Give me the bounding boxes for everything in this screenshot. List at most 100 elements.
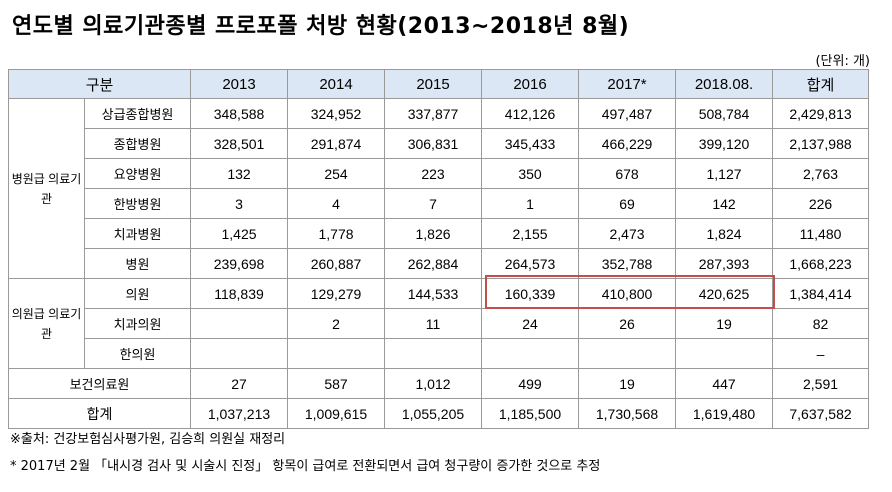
table-cell: 2,155 bbox=[481, 218, 580, 249]
table-cell: 69 bbox=[578, 188, 677, 219]
table-cell: 144,533 bbox=[384, 278, 483, 309]
table-cell: 420,625 bbox=[675, 278, 774, 309]
row-label: 치과병원 bbox=[83, 218, 192, 249]
table-cell: 337,877 bbox=[384, 98, 483, 129]
table-cell: 132 bbox=[190, 158, 289, 189]
table-cell: 118,839 bbox=[190, 278, 289, 309]
header-2013: 2013 bbox=[190, 69, 289, 99]
table-cell: 2,591 bbox=[772, 368, 870, 399]
table-cell: 1,037,213 bbox=[190, 398, 289, 429]
table-row: 한의원 – bbox=[9, 338, 870, 369]
table-cell bbox=[190, 308, 289, 339]
table-cell: 350 bbox=[481, 158, 580, 189]
table-cell: 345,433 bbox=[481, 128, 580, 159]
table-cell: 447 bbox=[675, 368, 774, 399]
table-cell: 508,784 bbox=[675, 98, 774, 129]
table-cell: 1,619,480 bbox=[675, 398, 774, 429]
row-label: 의원 bbox=[83, 278, 192, 309]
row-label: 병원 bbox=[83, 248, 192, 279]
table-cell: 3 bbox=[190, 188, 289, 219]
table-cell bbox=[190, 338, 289, 369]
table-row: 병원급 의료기관 상급종합병원 348,588 324,952 337,877 412,1… bbox=[8, 98, 870, 279]
table-cell: – bbox=[772, 338, 870, 369]
table-cell: 160,339 bbox=[481, 278, 580, 309]
table-cell: 291,874 bbox=[287, 128, 386, 159]
unit-label: (단위: 개) bbox=[815, 54, 870, 69]
row-label: 상급종합병원 bbox=[83, 98, 192, 129]
table-cell: 2 bbox=[287, 308, 386, 339]
table-cell: 466,229 bbox=[578, 128, 677, 159]
table-cell bbox=[578, 338, 677, 369]
table-cell: 260,887 bbox=[287, 248, 386, 279]
table-cell: 1,012 bbox=[384, 368, 483, 399]
table-cell: 1,055,205 bbox=[384, 398, 483, 429]
note-footnote: * 2017년 2월 「내시경 검사 및 시술시 진정」 항목이 급여로 전환되… bbox=[10, 459, 601, 474]
table-cell: 1,778 bbox=[287, 218, 386, 249]
table-cell: 7 bbox=[384, 188, 483, 219]
table-cell: 348,588 bbox=[190, 98, 289, 129]
table-cell: 223 bbox=[384, 158, 483, 189]
table-cell bbox=[675, 338, 774, 369]
table-row: 의원급 의료기관 의원 118,839 129,279 144,533 160,339 41… bbox=[8, 278, 870, 369]
header-2014: 2014 bbox=[287, 69, 386, 99]
table-row: 치과의원 2 11 24 26 19 82 bbox=[9, 308, 870, 339]
table-cell: 19 bbox=[578, 368, 677, 399]
table-cell: 11 bbox=[384, 308, 483, 339]
row-label: 한방병원 bbox=[83, 188, 192, 219]
table-cell: 328,501 bbox=[190, 128, 289, 159]
table-cell: 587 bbox=[287, 368, 386, 399]
table-cell: 1,185,500 bbox=[481, 398, 580, 429]
header-2017: 2017* bbox=[578, 69, 677, 99]
row-label: 요양병원 bbox=[83, 158, 192, 189]
table-row: 요양병원 132 254 223 350 678 1,127 2,763 bbox=[9, 158, 870, 189]
table-cell: 26 bbox=[578, 308, 677, 339]
table-cell: 410,800 bbox=[578, 278, 677, 309]
table-cell: 7,637,582 bbox=[772, 398, 870, 429]
table-row: 종합병원 328,501 291,874 306,831 345,433 466,229 3… bbox=[9, 128, 870, 159]
table-cell: 262,884 bbox=[384, 248, 483, 279]
table-cell: 1,009,615 bbox=[287, 398, 386, 429]
header-2018: 2018.08. bbox=[675, 69, 774, 99]
table-cell: 2,137,988 bbox=[772, 128, 870, 159]
header-total: 합계 bbox=[772, 69, 870, 99]
table-cell: 1,826 bbox=[384, 218, 483, 249]
table-cell: 2,473 bbox=[578, 218, 677, 249]
table-cell: 142 bbox=[675, 188, 774, 219]
table-cell: 24 bbox=[481, 308, 580, 339]
table-cell: 324,952 bbox=[287, 98, 386, 129]
table-row: 보건의료원 27 587 1,012 499 19 447 2,591 bbox=[7, 368, 870, 399]
table-cell: 82 bbox=[772, 308, 870, 339]
row-label: 치과의원 bbox=[83, 308, 192, 339]
group-label: 병원급 의료기관 bbox=[8, 98, 85, 279]
row-label: 한의원 bbox=[83, 338, 192, 369]
table-cell: 306,831 bbox=[384, 128, 483, 159]
table-cell: 499 bbox=[481, 368, 580, 399]
row-label: 보건의료원 bbox=[7, 368, 192, 399]
table-cell: 399,120 bbox=[675, 128, 774, 159]
table-cell: 1 bbox=[481, 188, 580, 219]
table-cell: 254 bbox=[287, 158, 386, 189]
table-row: 한방병원 3 4 7 1 69 142 226 bbox=[9, 188, 870, 219]
table-cell: 19 bbox=[675, 308, 774, 339]
table-cell: 1,824 bbox=[675, 218, 774, 249]
table-cell: 1,668,223 bbox=[772, 248, 870, 279]
prescription-table: 구분 2013 2014 2015 2016 2017* 2018.08. 합계… bbox=[7, 69, 870, 429]
table-cell: 1,384,414 bbox=[772, 278, 870, 309]
table-cell bbox=[287, 338, 386, 369]
table-cell: 129,279 bbox=[287, 278, 386, 309]
table-row: 치과병원 1,425 1,778 1,826 2,155 2,473 1,824 11,480 bbox=[9, 218, 870, 249]
header-2015: 2015 bbox=[384, 69, 483, 99]
group-label: 의원급 의료기관 bbox=[8, 278, 85, 369]
table-cell: 412,126 bbox=[481, 98, 580, 129]
table-cell: 27 bbox=[190, 368, 289, 399]
table-cell: 226 bbox=[772, 188, 870, 219]
table-cell: 352,788 bbox=[578, 248, 677, 279]
table-cell: 497,487 bbox=[578, 98, 677, 129]
table-row: 병원 239,698 260,887 262,884 264,573 352,788 287… bbox=[9, 248, 870, 279]
table-cell: 1,127 bbox=[675, 158, 774, 189]
table-cell: 2,763 bbox=[772, 158, 870, 189]
row-label: 합계 bbox=[7, 398, 192, 429]
table-row: 합계 1,037,213 1,009,615 1,055,205 1,185,500 1,… bbox=[7, 398, 870, 429]
header-row: 구분 2013 2014 2015 2016 2017* 2018.08. 합계 bbox=[7, 69, 870, 99]
table-cell: 2,429,813 bbox=[772, 98, 870, 129]
